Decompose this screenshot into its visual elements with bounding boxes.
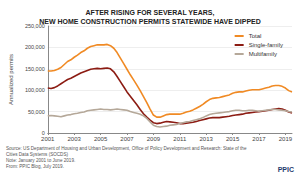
svg-text:2003: 2003	[68, 136, 82, 142]
svg-text:Total: Total	[249, 33, 262, 39]
svg-text:Source: US Department of Housi: Source: US Department of Housing and Urb…	[6, 146, 247, 151]
svg-text:NEW HOME CONSTRUCTION PERMITS: NEW HOME CONSTRUCTION PERMITS STATEWIDE …	[39, 18, 261, 25]
svg-text:2005: 2005	[94, 136, 108, 142]
svg-text:0: 0	[41, 130, 45, 136]
svg-text:150,000: 150,000	[25, 66, 45, 72]
svg-text:Note: January 2001 to June 201: Note: January 2001 to June 2019.	[6, 158, 75, 163]
svg-text:250,000: 250,000	[24, 23, 45, 29]
svg-text:Cities Data Systems (SOCDS): Cities Data Systems (SOCDS)	[6, 152, 68, 157]
svg-text:2019: 2019	[279, 136, 293, 142]
svg-text:From: PPIC Blog, July 2019.: From: PPIC Blog, July 2019.	[6, 164, 64, 169]
svg-text:2017: 2017	[252, 136, 266, 142]
svg-text:2015: 2015	[226, 136, 240, 142]
svg-text:2011: 2011	[173, 136, 187, 142]
svg-text:2009: 2009	[147, 136, 161, 142]
svg-text:100,000: 100,000	[25, 87, 45, 93]
svg-text:2013: 2013	[200, 136, 214, 142]
svg-text:2007: 2007	[120, 136, 134, 142]
svg-text:2001: 2001	[41, 136, 55, 142]
svg-text:Annualized permits: Annualized permits	[8, 54, 14, 105]
svg-text:200,000: 200,000	[25, 44, 45, 50]
svg-text:50,000: 50,000	[28, 109, 45, 115]
svg-text:Multifamily: Multifamily	[249, 51, 277, 57]
svg-text:Single-family: Single-family	[249, 42, 283, 48]
svg-text:PPIC: PPIC	[278, 166, 294, 173]
svg-text:AFTER RISING FOR SEVERAL YEARS: AFTER RISING FOR SEVERAL YEARS,	[86, 9, 215, 17]
